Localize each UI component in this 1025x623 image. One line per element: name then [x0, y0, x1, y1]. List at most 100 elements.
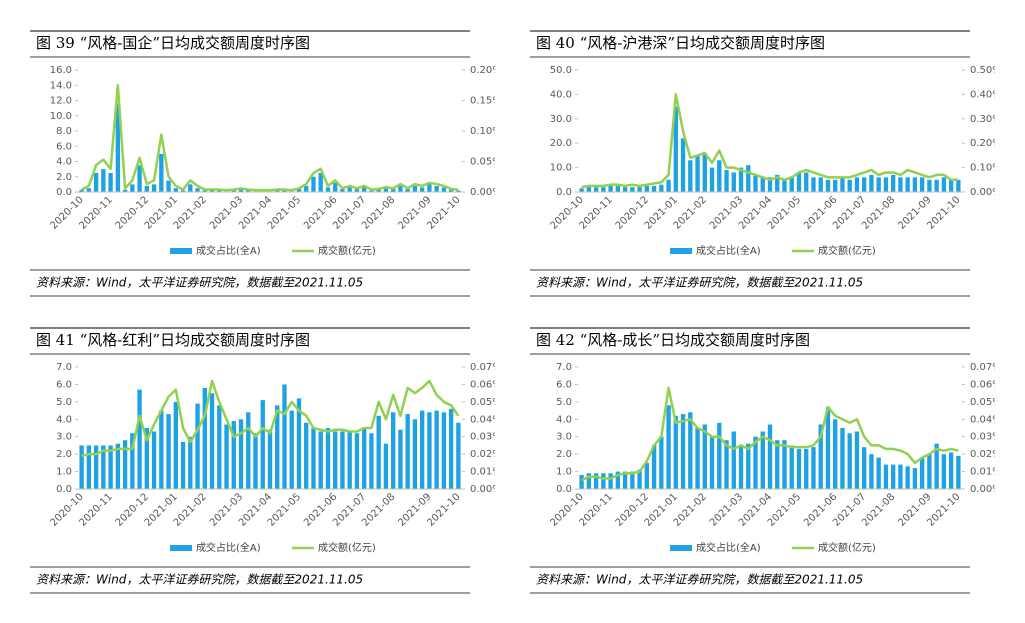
y-tick-label: 4.0: [56, 157, 72, 168]
bar: [579, 188, 584, 192]
bar: [833, 419, 838, 489]
bar: [738, 167, 744, 192]
bar: [311, 428, 316, 489]
bar: [890, 464, 896, 489]
bar: [130, 184, 135, 192]
bar: [369, 433, 374, 489]
bar: [767, 177, 773, 192]
bar: [746, 165, 751, 192]
y-tick-label: 7.0: [556, 362, 572, 373]
bar: [717, 422, 722, 489]
bar: [695, 155, 700, 192]
bar: [688, 412, 693, 489]
bar: [956, 455, 961, 489]
bar: [659, 184, 664, 192]
legend-swatch: [670, 545, 692, 551]
line: [81, 84, 459, 192]
bar: [383, 443, 389, 489]
bar: [630, 187, 635, 192]
bar: [390, 412, 396, 489]
legend-label: 成交额(亿元): [818, 244, 876, 257]
bar: [738, 445, 744, 489]
bar: [717, 160, 722, 192]
bar: [137, 389, 142, 489]
bar: [318, 431, 323, 489]
bar: [383, 188, 389, 192]
bar: [644, 185, 650, 192]
y2-tick-label: 0.20%: [970, 138, 1002, 149]
bar: [369, 190, 374, 192]
bar: [173, 188, 178, 192]
line: [81, 379, 460, 458]
y-tick-label: 4.0: [56, 414, 72, 425]
bar: [615, 185, 621, 192]
y2-tick-label: 0.06%: [970, 379, 1002, 390]
y2-tick-label: 0.00%: [470, 484, 502, 495]
y-tick-label: 1.0: [56, 467, 72, 478]
bar: [419, 187, 425, 192]
bar: [919, 177, 925, 192]
bar: [912, 177, 918, 192]
y2-tick-label: 0.02%: [470, 449, 502, 460]
legend-label: 成交额(亿元): [318, 541, 376, 554]
bar: [680, 138, 686, 192]
bar: [898, 464, 903, 489]
bar: [637, 187, 642, 192]
y2-tick-label: 0.10%: [970, 163, 1002, 174]
y2-tick-label: 0.40%: [970, 89, 1002, 100]
bar: [209, 393, 215, 489]
source-note: 资料来源：Wind，太平洋证券研究院，数据截至2021.11.05: [536, 573, 863, 587]
bar: [282, 384, 287, 489]
bar: [651, 185, 657, 192]
bar: [159, 153, 164, 192]
line: [581, 93, 959, 189]
bar: [188, 436, 193, 489]
bar: [217, 190, 222, 192]
bar: [333, 182, 338, 192]
y-tick-label: 3.0: [556, 432, 572, 443]
bar: [304, 422, 309, 489]
bar: [702, 152, 707, 192]
legend-swatch: [170, 545, 192, 551]
bar: [615, 471, 621, 489]
legend-swatch: [170, 248, 192, 254]
bar: [340, 431, 345, 489]
y-tick-label: 7.0: [56, 362, 72, 373]
y-tick-label: 50.0: [550, 65, 572, 76]
y-tick-label: 2.0: [556, 449, 572, 460]
bar: [586, 473, 592, 489]
bar: [825, 407, 831, 489]
bar: [398, 429, 403, 489]
bar: [666, 179, 671, 192]
y-tick-label: 14.0: [50, 80, 72, 91]
bar: [159, 410, 164, 489]
bar: [804, 448, 809, 489]
bar: [608, 473, 613, 489]
source-note: 资料来源：Wind，太平洋证券研究院，数据截至2021.11.05: [36, 276, 363, 290]
bar: [869, 454, 874, 489]
bar: [579, 475, 584, 489]
bar: [79, 445, 84, 489]
bar: [325, 428, 331, 489]
bar: [217, 405, 222, 489]
y2-tick-label: 0.01%: [470, 467, 502, 478]
chart-title: 图 39 “风格-国企”日均成交额周度时序图: [36, 34, 310, 52]
source-note: 资料来源：Wind，太平洋证券研究院，数据截至2021.11.05: [536, 276, 863, 290]
bar: [825, 179, 831, 192]
bar: [905, 466, 910, 489]
bar: [347, 431, 352, 489]
bar: [608, 185, 613, 192]
bar: [115, 104, 121, 192]
bar: [166, 180, 171, 192]
bar: [637, 469, 642, 489]
y2-tick-label: 0.05%: [970, 397, 1002, 408]
chart-title: 图 41 “风格-红利”日均成交额周度时序图: [36, 331, 310, 349]
bar: [144, 428, 150, 489]
bar: [434, 185, 439, 192]
bar: [854, 177, 860, 192]
bar: [427, 412, 432, 489]
bar: [434, 410, 439, 489]
bar: [601, 187, 606, 192]
bar: [188, 184, 193, 192]
bar: [673, 415, 678, 489]
